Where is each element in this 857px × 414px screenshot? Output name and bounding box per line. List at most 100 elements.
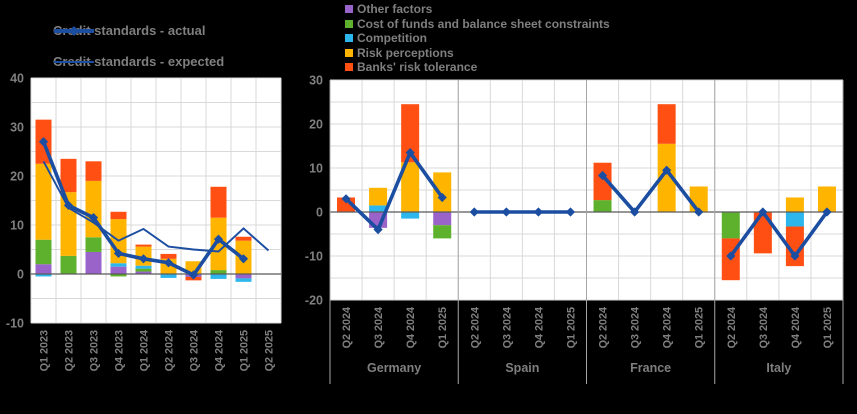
x-tick-label: Q3 2024 bbox=[758, 307, 770, 348]
credit-standards-thick-line bbox=[729, 208, 829, 260]
bar-segment-red bbox=[401, 104, 420, 163]
x-tick-label: Q3 2024 bbox=[501, 307, 513, 348]
x-tick-label: Q3 2023 bbox=[89, 330, 101, 371]
bar-segment-green bbox=[110, 274, 127, 277]
bar-segment-cyan bbox=[135, 265, 152, 269]
credit-standards-thin-line bbox=[42, 160, 270, 253]
x-tick-label: Q2 2025 bbox=[264, 330, 276, 371]
x-tick-label: Q2 2024 bbox=[598, 307, 610, 348]
group-label: France bbox=[630, 361, 671, 375]
line-legend: Credit standards - actual Credit standar… bbox=[53, 15, 224, 77]
bar-segment-red bbox=[110, 211, 127, 220]
x-tick-label: Q1 2025 bbox=[694, 307, 706, 348]
y-axis-label: 40 bbox=[10, 72, 24, 86]
x-tick-label: Q1 2023 bbox=[39, 330, 51, 371]
credit-standards-thick-line bbox=[344, 148, 444, 233]
group-label: Germany bbox=[367, 361, 421, 375]
diamond-marker bbox=[113, 248, 124, 259]
risk-perceptions-swatch bbox=[345, 48, 353, 57]
bar-segment-green bbox=[60, 255, 77, 274]
diamond-marker bbox=[373, 225, 383, 235]
x-tick-label: Q1 2025 bbox=[239, 330, 251, 371]
y-axis-label: -20 bbox=[305, 294, 323, 308]
x-tick-label: Q1 2025 bbox=[822, 307, 834, 348]
legend-label: Competition bbox=[357, 31, 427, 46]
diamond-marker bbox=[694, 207, 704, 217]
bar-legend: Other factors Cost of funds and balance … bbox=[345, 2, 610, 75]
bar-segment-red bbox=[60, 158, 77, 193]
bar-segment-cyan bbox=[369, 205, 388, 212]
other-factors-swatch bbox=[345, 5, 353, 14]
x-tick-label: Q3 2024 bbox=[189, 330, 201, 371]
diamond-marker-glyph bbox=[69, 25, 79, 36]
diamond-marker bbox=[38, 137, 49, 147]
bar-segment-green bbox=[210, 270, 227, 274]
bar-segment-amber bbox=[785, 197, 804, 212]
diamond-marker bbox=[790, 251, 800, 261]
y-axis-label: 30 bbox=[10, 121, 24, 135]
x-tick-label: Q4 2024 bbox=[533, 307, 545, 348]
x-tick-label: Q3 2024 bbox=[630, 307, 642, 348]
x-tick-label: Q4 2024 bbox=[405, 307, 417, 348]
diamond-marker bbox=[469, 207, 479, 217]
x-tick-label: Q4 2024 bbox=[214, 330, 226, 371]
bar-segment-red bbox=[210, 186, 227, 218]
y-axis-label: 20 bbox=[10, 170, 24, 184]
x-tick-label: Q1 2025 bbox=[565, 307, 577, 348]
diamond-marker bbox=[88, 213, 99, 223]
legend-item-risk-perceptions: Risk perceptions bbox=[345, 46, 610, 61]
bar-segment-cyan bbox=[401, 212, 420, 219]
legend-item-credit-standards-actual: Credit standards - actual bbox=[53, 15, 224, 46]
bar-segment-purple bbox=[85, 251, 102, 274]
bar-segment-red bbox=[85, 161, 102, 181]
diamond-marker bbox=[405, 148, 415, 158]
group-label: Italy bbox=[766, 361, 791, 375]
country-chart: Germany Spain France Italy -20 -10 0 10 20 30 Q2 2… bbox=[305, 74, 844, 384]
y-axis-label: 10 bbox=[10, 219, 24, 233]
diamond-marker bbox=[213, 234, 224, 244]
x-tick-label: Q4 2024 bbox=[662, 307, 674, 348]
bar-segment-amber bbox=[433, 172, 452, 212]
y-axis-label: 20 bbox=[309, 118, 323, 132]
bar-segment-green bbox=[593, 200, 612, 212]
bar-segment-red bbox=[235, 236, 252, 241]
bar-segment-red bbox=[135, 244, 152, 247]
bar-segment-red bbox=[753, 212, 772, 254]
diamond-marker bbox=[726, 251, 736, 261]
bar-segment-cyan bbox=[160, 274, 177, 278]
legend-label: Cost of funds and balance sheet constrai… bbox=[357, 16, 610, 31]
legend-item-other-factors: Other factors bbox=[345, 2, 610, 17]
actual-line-swatch bbox=[54, 25, 94, 36]
y-axis-label: 10 bbox=[309, 162, 323, 176]
y-axis-label: 30 bbox=[309, 74, 323, 88]
bar-segment-purple bbox=[35, 264, 52, 274]
diamond-marker bbox=[597, 170, 608, 181]
bar-segment-red bbox=[657, 104, 676, 144]
x-tick-label: Q4 2023 bbox=[114, 330, 126, 371]
bar-segment-cyan bbox=[35, 274, 52, 277]
bar-segment-amber bbox=[817, 186, 836, 212]
x-tick-label: Q2 2024 bbox=[341, 307, 353, 348]
diamond-marker bbox=[662, 165, 672, 175]
bar-segment-purple bbox=[235, 274, 252, 279]
x-tick-label: Q2 2024 bbox=[726, 307, 738, 348]
diamond-marker bbox=[822, 207, 832, 217]
bar-segment-green bbox=[35, 239, 52, 265]
legend-item-banks-risk-tolerance: Banks' risk tolerance bbox=[345, 60, 610, 75]
bar-segment-amber bbox=[210, 217, 227, 271]
diamond-marker bbox=[629, 207, 640, 217]
y-axis-label: 0 bbox=[17, 268, 24, 282]
y-axis-label: -10 bbox=[6, 317, 24, 331]
legend-item-credit-standards-expected: Credit standards - expected bbox=[53, 46, 224, 77]
bar-segment-amber bbox=[401, 162, 420, 212]
diamond-marker bbox=[533, 207, 544, 217]
banks-risk-tolerance-swatch bbox=[345, 63, 353, 72]
bar-segment-amber bbox=[657, 143, 676, 212]
legend-label: Other factors bbox=[357, 2, 433, 17]
legend-label: Banks' risk tolerance bbox=[357, 60, 478, 75]
bar-segment-green bbox=[135, 268, 152, 272]
diamond-marker bbox=[758, 207, 768, 217]
diamond-marker bbox=[437, 192, 447, 203]
bar-segment-purple bbox=[110, 266, 127, 274]
